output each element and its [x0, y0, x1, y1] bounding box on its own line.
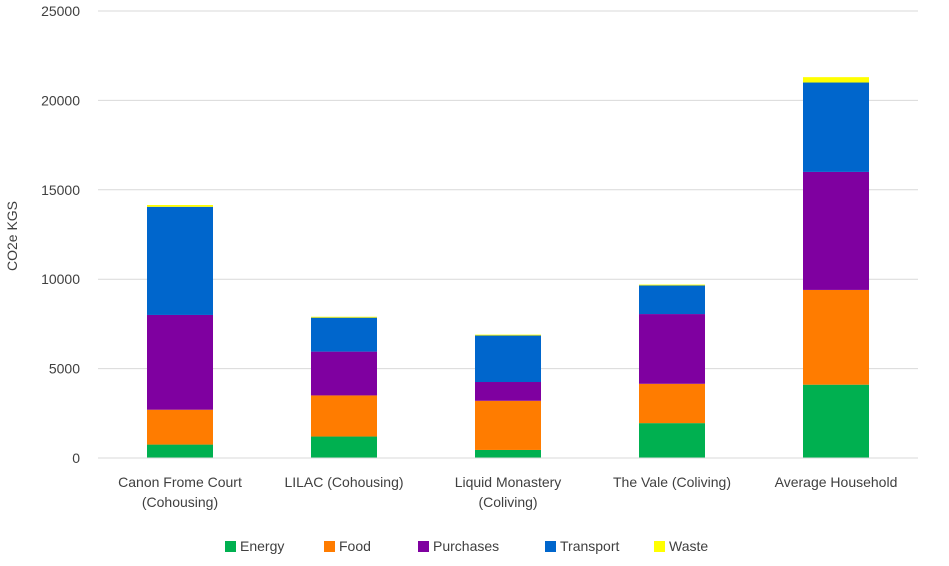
bar-segment-waste — [803, 77, 869, 83]
bar-segment-waste — [639, 284, 705, 286]
legend-swatch-waste — [654, 541, 665, 552]
legend-label: Waste — [669, 538, 708, 554]
bar-segment-transport — [803, 82, 869, 172]
bar-segment-waste — [147, 204, 213, 207]
x-tick-label: Canon Frome Court — [118, 474, 242, 490]
x-axis-ticks: Canon Frome Court (Cohousing) LILAC (Cohou… — [118, 474, 897, 510]
x-tick-label: (Coliving) — [478, 494, 537, 510]
y-tick-label: 10000 — [41, 271, 80, 287]
bar-segment-transport — [311, 317, 377, 352]
bar-segment-transport — [639, 285, 705, 315]
bars — [147, 77, 869, 458]
y-axis-ticks: 0 5000 10000 15000 20000 25000 — [41, 3, 80, 466]
y-tick-label: 0 — [72, 450, 80, 466]
y-tick-label: 5000 — [49, 361, 80, 377]
legend-label: Energy — [240, 538, 284, 554]
x-tick-label: Liquid Monastery — [455, 474, 562, 490]
x-tick-label: Average Household — [775, 474, 898, 490]
legend-label: Purchases — [433, 538, 499, 554]
y-axis-title: CO2e KGS — [4, 201, 20, 271]
legend-swatch-food — [324, 541, 335, 552]
bar-segment-purchases — [639, 314, 705, 384]
bar-segment-purchases — [311, 351, 377, 396]
gridlines — [98, 10, 918, 370]
legend-swatch-purchases — [418, 541, 429, 552]
bar-segment-transport — [475, 335, 541, 383]
bar-segment-food — [803, 289, 869, 385]
bar-segment-purchases — [147, 314, 213, 410]
x-tick-label: (Cohousing) — [142, 494, 218, 510]
bar-segment-transport — [147, 206, 213, 315]
x-tick-label: LILAC (Cohousing) — [284, 474, 403, 490]
bar-segment-food — [147, 409, 213, 445]
y-tick-label: 20000 — [41, 92, 80, 108]
y-tick-label: 15000 — [41, 182, 80, 198]
legend-swatch-energy — [225, 541, 236, 552]
bar-segment-energy — [311, 436, 377, 458]
bar-segment-food — [639, 383, 705, 424]
bar-segment-purchases — [803, 171, 869, 290]
bar-segment-purchases — [475, 382, 541, 401]
legend: Energy Food Purchases Transport Waste — [225, 538, 708, 554]
legend-label: Transport — [560, 538, 620, 554]
bar-segment-waste — [475, 334, 541, 336]
bar-segment-energy — [639, 423, 705, 458]
y-tick-label: 25000 — [41, 3, 80, 19]
bar-segment-energy — [475, 449, 541, 458]
legend-swatch-transport — [545, 541, 556, 552]
bar-segment-energy — [803, 384, 869, 458]
x-tick-label: The Vale (Coliving) — [613, 474, 731, 490]
legend-label: Food — [339, 538, 371, 554]
bar-segment-energy — [147, 444, 213, 458]
bar-segment-food — [311, 395, 377, 437]
bar-segment-waste — [311, 316, 377, 318]
bar-segment-food — [475, 400, 541, 450]
